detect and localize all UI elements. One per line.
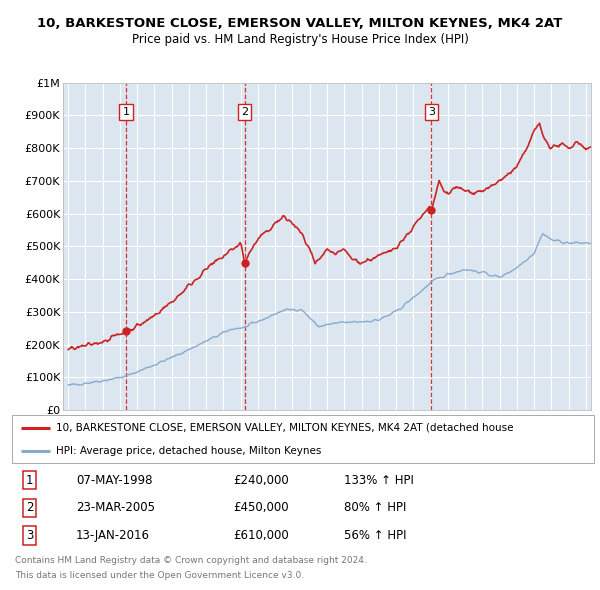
Text: HPI: Average price, detached house, Milton Keynes: HPI: Average price, detached house, Milt… xyxy=(56,446,321,456)
Text: 133% ↑ HPI: 133% ↑ HPI xyxy=(344,474,413,487)
Text: Price paid vs. HM Land Registry's House Price Index (HPI): Price paid vs. HM Land Registry's House … xyxy=(131,33,469,46)
Text: 10, BARKESTONE CLOSE, EMERSON VALLEY, MILTON KEYNES, MK4 2AT: 10, BARKESTONE CLOSE, EMERSON VALLEY, MI… xyxy=(37,17,563,30)
Text: 3: 3 xyxy=(26,529,33,542)
Text: 13-JAN-2016: 13-JAN-2016 xyxy=(76,529,150,542)
Text: £450,000: £450,000 xyxy=(233,502,289,514)
Text: £240,000: £240,000 xyxy=(233,474,289,487)
Text: 2: 2 xyxy=(26,502,33,514)
Text: 10, BARKESTONE CLOSE, EMERSON VALLEY, MILTON KEYNES, MK4 2AT (detached house: 10, BARKESTONE CLOSE, EMERSON VALLEY, MI… xyxy=(56,423,513,433)
Text: 1: 1 xyxy=(26,474,33,487)
Text: 07-MAY-1998: 07-MAY-1998 xyxy=(76,474,152,487)
Text: 2: 2 xyxy=(241,107,248,117)
Text: 23-MAR-2005: 23-MAR-2005 xyxy=(76,502,155,514)
Text: This data is licensed under the Open Government Licence v3.0.: This data is licensed under the Open Gov… xyxy=(15,571,304,579)
Text: £610,000: £610,000 xyxy=(233,529,289,542)
Text: 80% ↑ HPI: 80% ↑ HPI xyxy=(344,502,406,514)
Text: 56% ↑ HPI: 56% ↑ HPI xyxy=(344,529,406,542)
Text: 1: 1 xyxy=(122,107,130,117)
Text: Contains HM Land Registry data © Crown copyright and database right 2024.: Contains HM Land Registry data © Crown c… xyxy=(15,556,367,565)
Text: 3: 3 xyxy=(428,107,435,117)
